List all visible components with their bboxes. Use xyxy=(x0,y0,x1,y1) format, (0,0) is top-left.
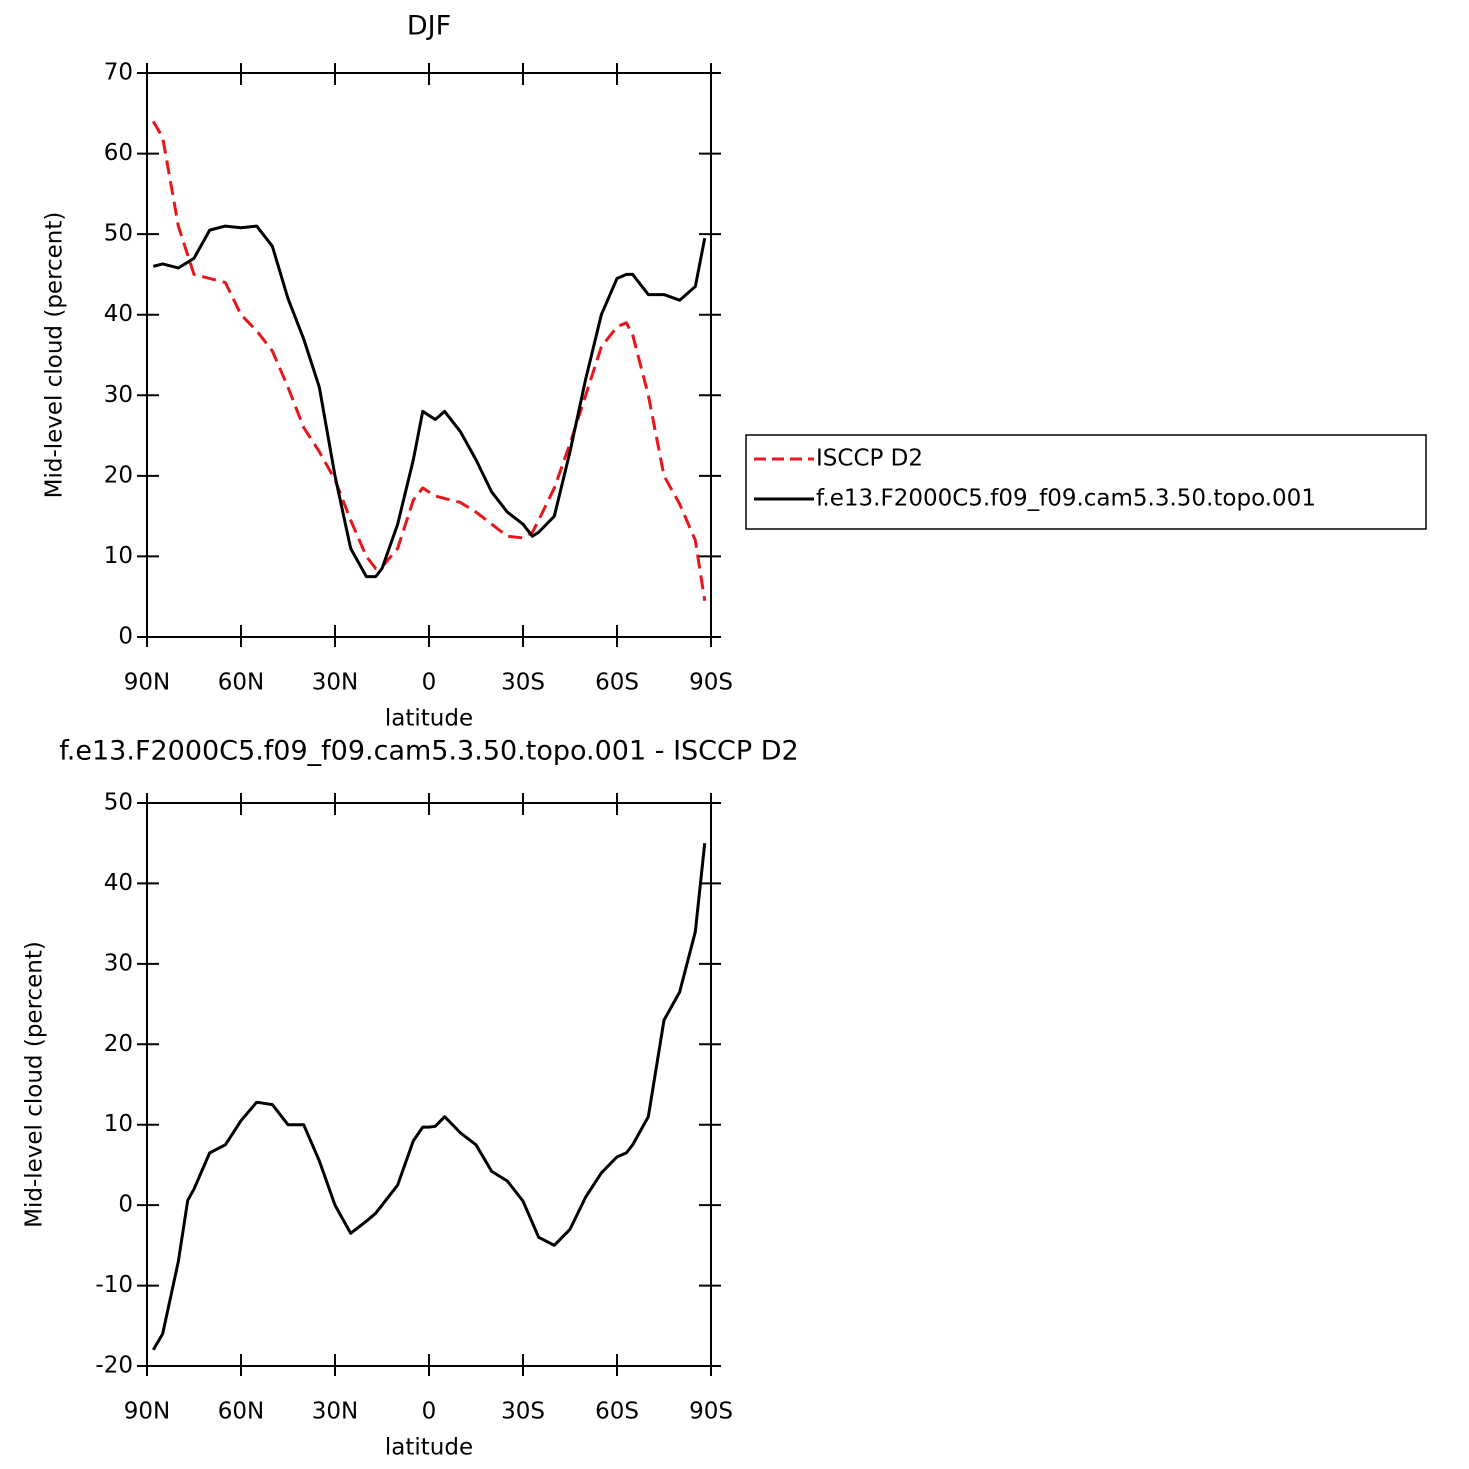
x-tick-label: 0 xyxy=(422,1399,437,1425)
y-tick-label: 20 xyxy=(104,462,133,488)
y-tick-label: 0 xyxy=(118,624,133,650)
y-axis-label: Mid-level cloud (percent) xyxy=(42,212,68,499)
y-tick-label: 10 xyxy=(104,1111,133,1137)
y-tick-label: 70 xyxy=(104,60,133,86)
legend-label: ISCCP D2 xyxy=(816,446,923,472)
legend-box xyxy=(745,434,1427,530)
y-tick-label: -20 xyxy=(95,1353,133,1379)
y-tick-label: 0 xyxy=(118,1192,133,1218)
y-tick-label: 30 xyxy=(104,382,133,408)
y-tick-label: 50 xyxy=(104,221,133,247)
x-axis-label: latitude xyxy=(385,1435,473,1461)
x-tick-label: 30S xyxy=(501,670,545,696)
x-tick-label: 0 xyxy=(422,670,437,696)
chart-title: f.e13.F2000C5.f09_f09.cam5.3.50.topo.001… xyxy=(59,736,798,767)
x-tick-label: 90S xyxy=(689,1399,733,1425)
x-tick-label: 60S xyxy=(595,1399,639,1425)
x-tick-label: 60S xyxy=(595,670,639,696)
y-tick-label: 50 xyxy=(104,790,133,816)
x-tick-label: 30N xyxy=(312,1399,358,1425)
x-tick-label: 30N xyxy=(312,670,358,696)
y-tick-label: 40 xyxy=(104,870,133,896)
legend-label: f.e13.F2000C5.f09_f09.cam5.3.50.topo.001 xyxy=(816,486,1316,512)
y-tick-label: 40 xyxy=(104,301,133,327)
series-line xyxy=(151,120,707,601)
x-axis-label: latitude xyxy=(385,706,473,732)
series-line xyxy=(152,224,707,579)
y-axis-label: Mid-level cloud (percent) xyxy=(22,941,48,1228)
x-tick-label: 60N xyxy=(218,670,264,696)
chart-title: DJF xyxy=(407,11,451,42)
x-tick-label: 30S xyxy=(501,1399,545,1425)
y-tick-label: 20 xyxy=(104,1031,133,1057)
plot-frame xyxy=(146,72,712,638)
y-tick-label: 60 xyxy=(104,140,133,166)
plot-frame xyxy=(146,802,712,1367)
y-tick-label: -10 xyxy=(95,1272,133,1298)
y-tick-label: 30 xyxy=(104,950,133,976)
y-tick-label: 10 xyxy=(104,543,133,569)
x-tick-label: 90N xyxy=(124,670,170,696)
series-line xyxy=(151,843,707,1351)
x-tick-label: 60N xyxy=(218,1399,264,1425)
x-tick-label: 90S xyxy=(689,670,733,696)
x-tick-label: 90N xyxy=(124,1399,170,1425)
